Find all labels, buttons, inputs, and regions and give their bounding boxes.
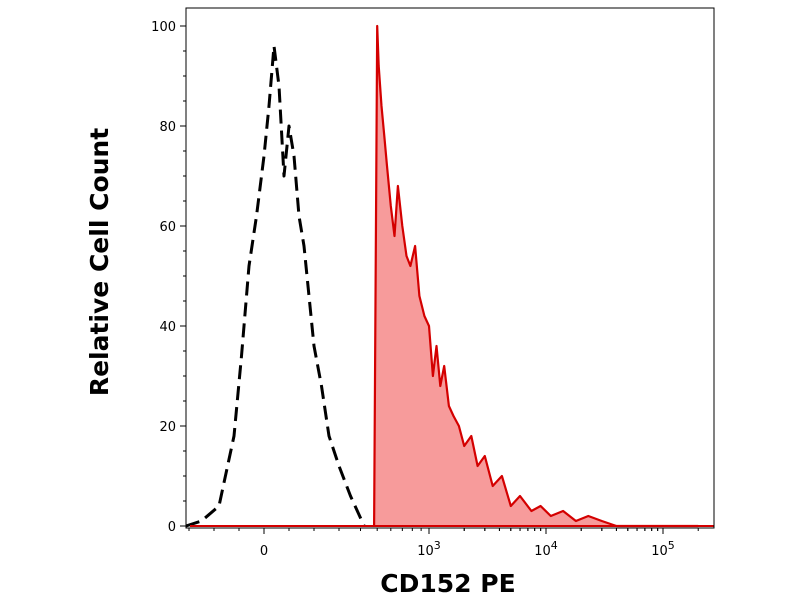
plot-frame bbox=[185, 7, 715, 529]
y-tick-label-20: 20 bbox=[159, 420, 176, 435]
x-tick-label-105: 105 bbox=[651, 539, 675, 559]
y-tick-label-60: 60 bbox=[159, 220, 176, 235]
series-1-fill bbox=[374, 26, 699, 526]
x-tick-label-104: 104 bbox=[534, 539, 558, 559]
x-tick-label-0: 0 bbox=[260, 544, 268, 559]
y-tick-label-100: 100 bbox=[151, 20, 176, 35]
series-0-line bbox=[185, 44, 366, 528]
y-tick-label-40: 40 bbox=[159, 320, 176, 335]
series-1-line bbox=[373, 24, 699, 528]
axes: 0 20 40 60 80 100 0 103 104 105 bbox=[151, 7, 715, 559]
x-axis-title: CD152 PE bbox=[380, 569, 515, 598]
y-tick-label-80: 80 bbox=[159, 120, 176, 135]
y-axis-title: Relative Cell Count bbox=[85, 128, 114, 396]
x-tick-label-103: 103 bbox=[417, 539, 441, 559]
y-tick-label-0: 0 bbox=[168, 520, 176, 535]
plot-area bbox=[185, 24, 714, 528]
